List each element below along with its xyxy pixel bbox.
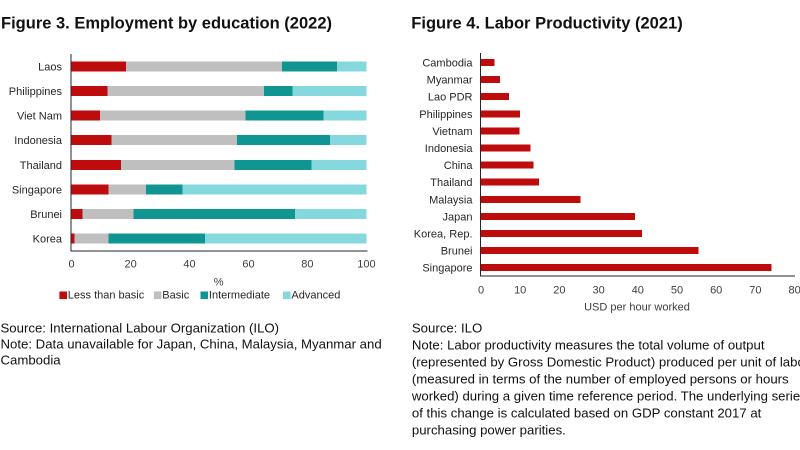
- svg-text:worked) during a given time re: worked) during a given time reference pe…: [411, 389, 800, 404]
- svg-text:Brunei: Brunei: [30, 209, 62, 221]
- svg-text:100: 100: [357, 259, 375, 271]
- svg-text:Cambodia: Cambodia: [422, 58, 473, 70]
- svg-text:Singapore: Singapore: [12, 184, 62, 196]
- svg-text:Philippines: Philippines: [9, 86, 63, 98]
- svg-text:Lao PDR: Lao PDR: [428, 92, 473, 104]
- svg-text:(represented by Gross Domestic: (represented by Gross Domestic Product) …: [412, 355, 800, 370]
- svg-text:40: 40: [183, 259, 195, 271]
- svg-text:Intermediate: Intermediate: [209, 290, 270, 302]
- svg-text:Figure 4. Labor Productivity (: Figure 4. Labor Productivity (2021): [411, 14, 682, 32]
- svg-text:purchasing power parities.: purchasing power parities.: [412, 423, 566, 438]
- svg-text:10: 10: [514, 285, 526, 297]
- svg-text:Advanced: Advanced: [291, 290, 340, 302]
- svg-text:60: 60: [710, 285, 722, 297]
- svg-text:0: 0: [69, 259, 75, 271]
- svg-text:(measured in terms of the numb: (measured in terms of the number of empl…: [412, 372, 789, 387]
- svg-text:70: 70: [749, 285, 761, 297]
- svg-text:30: 30: [592, 285, 604, 297]
- svg-text:Less than basic: Less than basic: [68, 290, 145, 302]
- svg-text:Basic: Basic: [162, 290, 189, 302]
- svg-text:China: China: [444, 160, 474, 172]
- svg-text:Note: Labor productivity measu: Note: Labor productivity measures the to…: [412, 338, 765, 353]
- svg-text:80: 80: [301, 259, 313, 271]
- svg-text:Malaysia: Malaysia: [429, 194, 473, 206]
- svg-text:Indonesia: Indonesia: [14, 135, 63, 147]
- svg-text:0: 0: [478, 285, 484, 297]
- svg-text:20: 20: [553, 285, 565, 297]
- svg-text:Source: International Labour O: Source: International Labour Organizatio…: [1, 321, 280, 336]
- svg-text:Brunei: Brunei: [441, 246, 473, 258]
- svg-text:Source: ILO: Source: ILO: [412, 321, 482, 336]
- svg-text:Figure 3. Employment by educat: Figure 3. Employment by education (2022): [1, 14, 332, 32]
- svg-text:Korea: Korea: [33, 234, 63, 246]
- svg-text:Indonesia: Indonesia: [425, 143, 474, 155]
- svg-text:50: 50: [671, 285, 683, 297]
- svg-text:of this change is calculated b: of this change is calculated based on GD…: [412, 406, 762, 421]
- svg-text:%: %: [214, 276, 224, 288]
- svg-text:Philippines: Philippines: [419, 109, 473, 121]
- svg-text:Vietnam: Vietnam: [432, 126, 472, 138]
- svg-text:Viet Nam: Viet Nam: [17, 111, 62, 123]
- svg-text:Laos: Laos: [38, 61, 62, 73]
- svg-text:Note: Data unavailable for Jap: Note: Data unavailable for Japan, China,…: [1, 337, 382, 352]
- svg-text:40: 40: [632, 285, 644, 297]
- svg-text:Thailand: Thailand: [430, 177, 472, 189]
- svg-text:Cambodia: Cambodia: [1, 353, 62, 368]
- svg-text:USD per hour worked: USD per hour worked: [584, 302, 690, 314]
- svg-text:Korea, Rep.: Korea, Rep.: [414, 229, 473, 241]
- svg-text:60: 60: [242, 259, 254, 271]
- svg-text:Singapore: Singapore: [422, 263, 472, 275]
- svg-text:Japan: Japan: [443, 211, 473, 223]
- svg-text:20: 20: [124, 259, 136, 271]
- svg-text:80: 80: [788, 285, 800, 297]
- svg-text:Thailand: Thailand: [20, 160, 62, 172]
- svg-text:Myanmar: Myanmar: [427, 75, 473, 87]
